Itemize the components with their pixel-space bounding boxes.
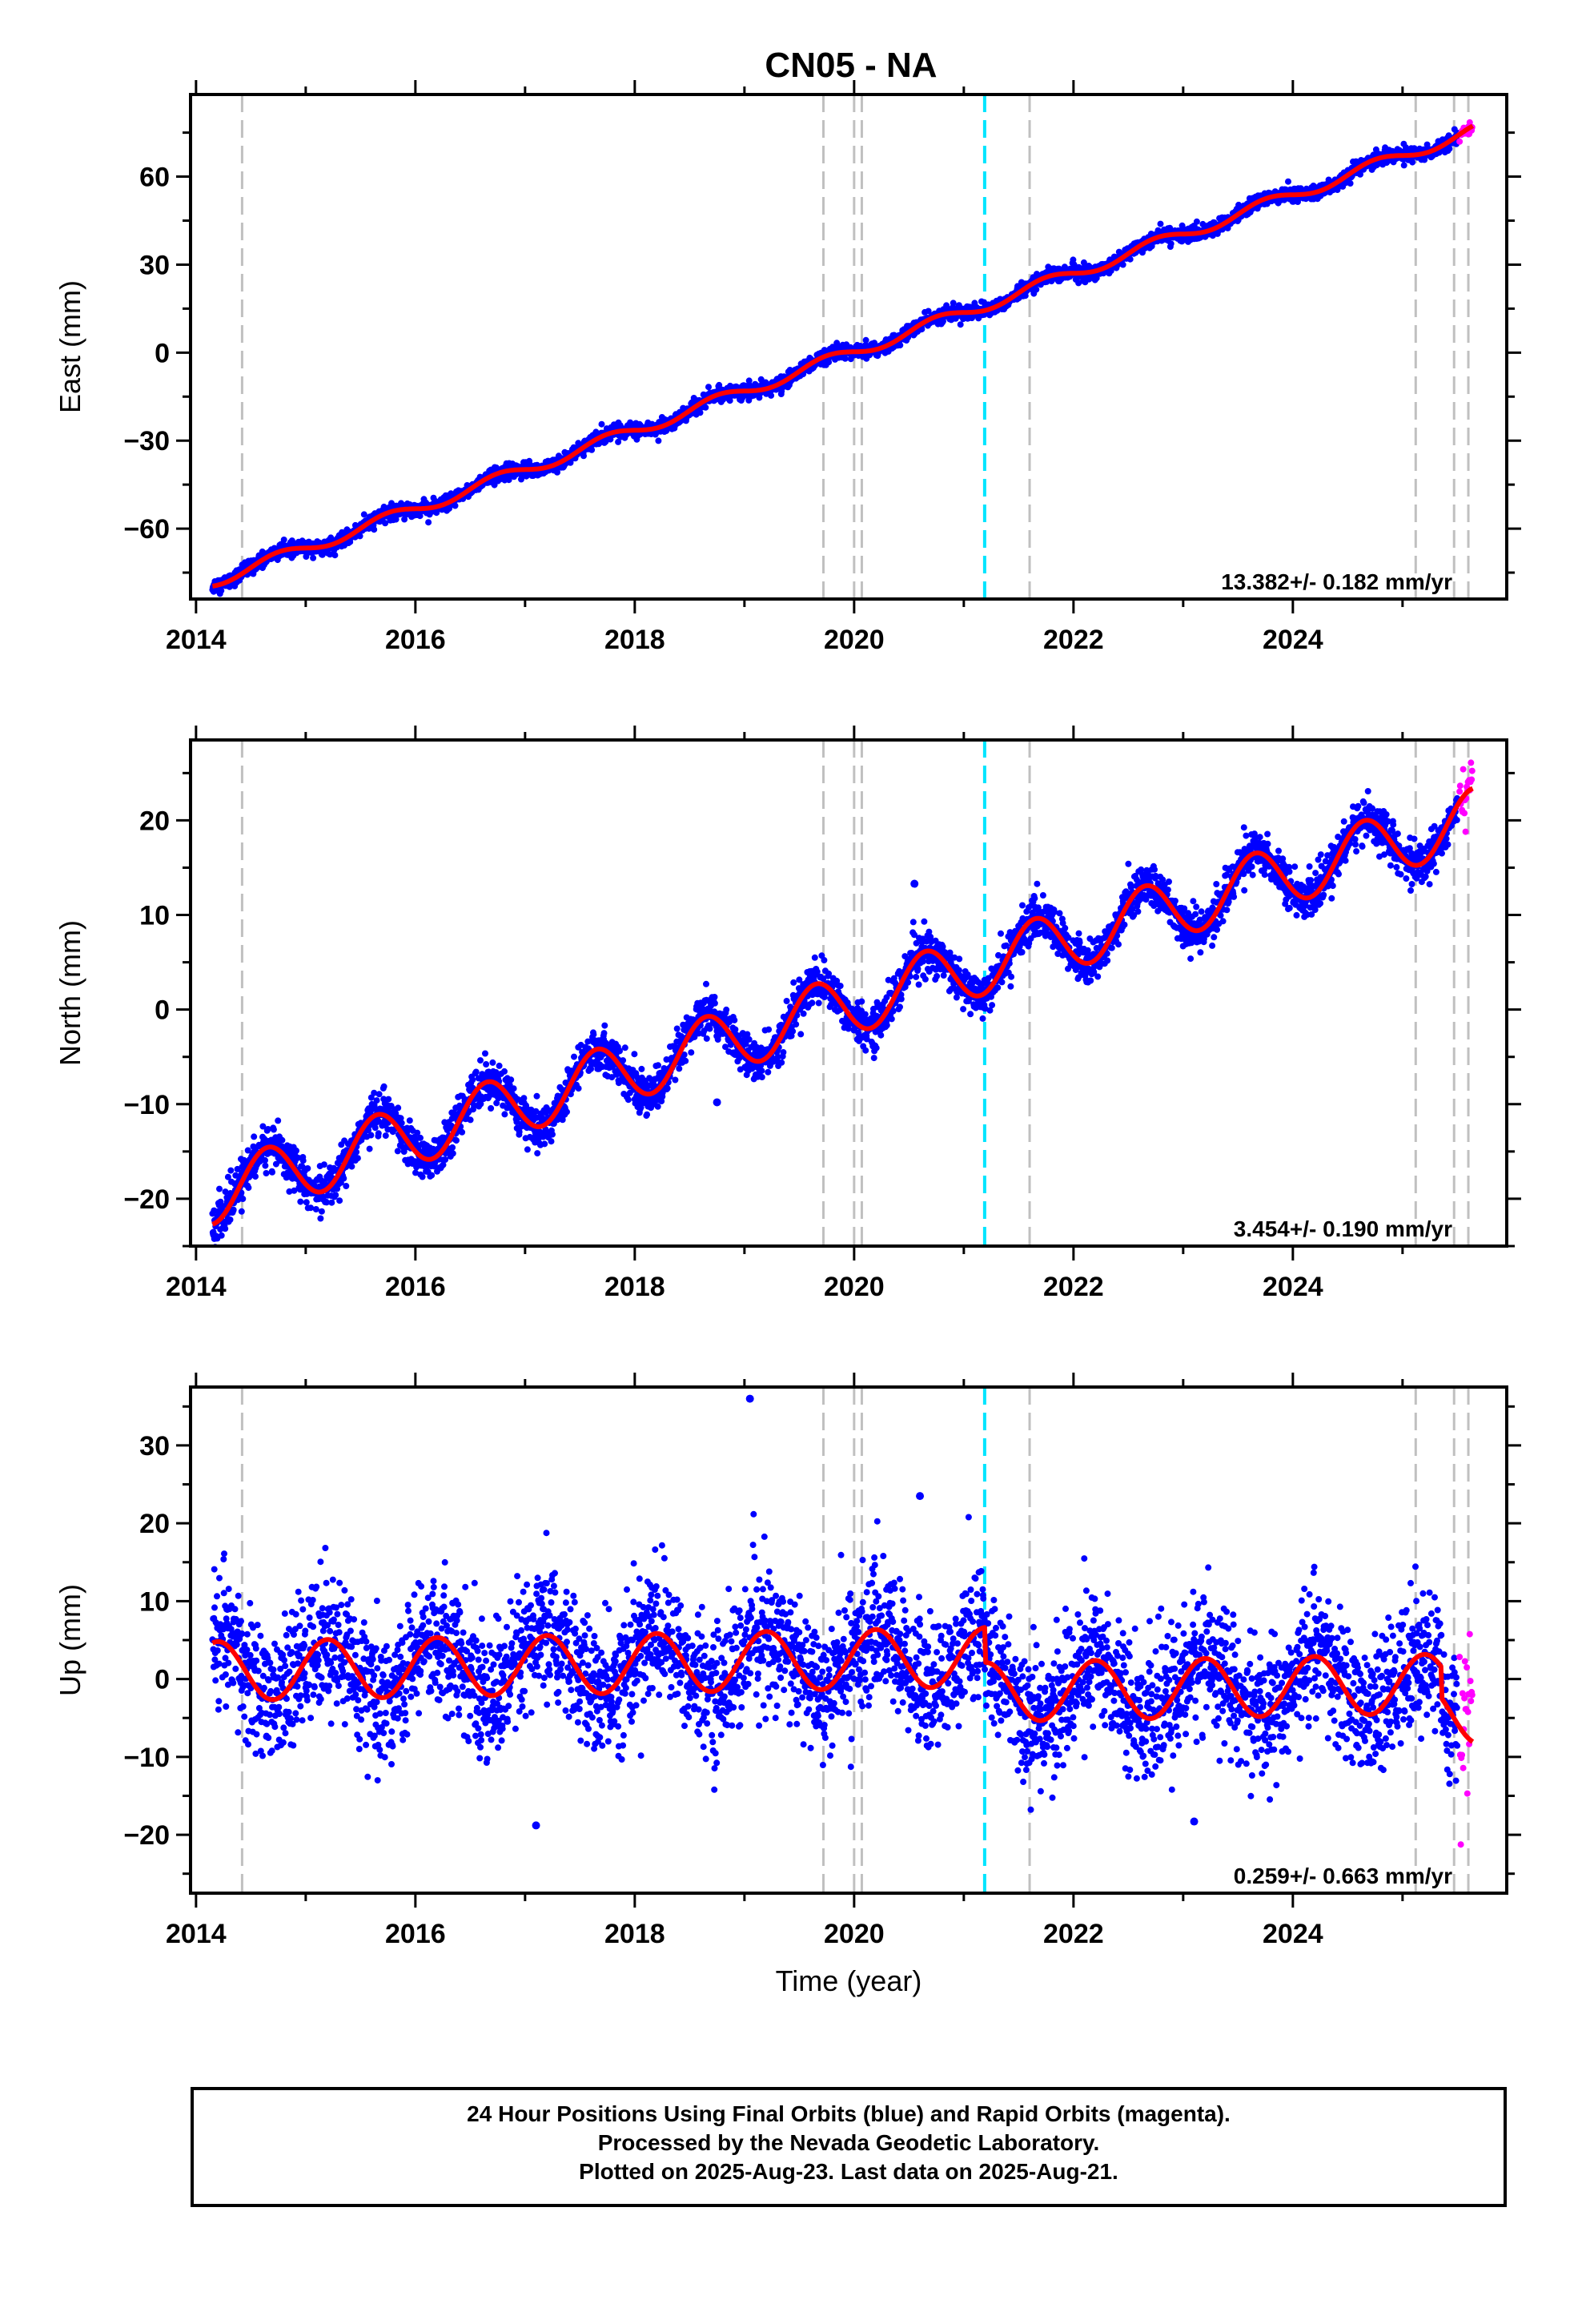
- caption-line-2: Processed by the Nevada Geodetic Laborat…: [597, 2130, 1100, 2155]
- caption-box: 24 Hour Positions Using Final Orbits (bl…: [191, 2087, 1507, 2207]
- y-tick-label: −20: [123, 1820, 170, 1851]
- model-fit-line: [211, 123, 1475, 589]
- x-tick-label: 2018: [604, 1919, 665, 1949]
- rate-label-east: 13.382+/- 0.182 mm/yr: [1221, 569, 1452, 594]
- model-fit-line: [211, 1625, 1475, 1744]
- y-tick-label: −10: [123, 1743, 170, 1773]
- x-tick-label: 2024: [1263, 1272, 1323, 1302]
- y-axis-label-north: North (mm): [54, 920, 86, 1066]
- model-fit-line: [211, 786, 1475, 1227]
- caption-line-1: 24 Hour Positions Using Final Orbits (bl…: [467, 2101, 1231, 2126]
- outlier-point: [532, 1821, 540, 1830]
- x-tick-label: 2020: [824, 1272, 885, 1302]
- y-tick-label: 0: [155, 1665, 170, 1695]
- x-tick-label: 2022: [1043, 1272, 1104, 1302]
- x-tick-label: 2022: [1043, 1919, 1104, 1949]
- x-tick-label: 2016: [385, 625, 446, 655]
- x-tick-label: 2014: [166, 625, 227, 655]
- x-tick-label: 2024: [1263, 625, 1323, 655]
- x-tick-label: 2020: [824, 625, 885, 655]
- y-tick-label: −30: [123, 426, 170, 456]
- y-tick-label: 30: [139, 1431, 170, 1462]
- y-tick-label: 10: [139, 901, 170, 931]
- panel-frame: [189, 738, 1508, 1248]
- x-tick-label: 2018: [604, 625, 665, 655]
- y-axis-label-east: East (mm): [54, 280, 86, 413]
- x-tick-label: 2014: [166, 1919, 227, 1949]
- x-axis-label: Time (year): [776, 1964, 922, 1997]
- caption-line-3: Plotted on 2025-Aug-23. Last data on 202…: [579, 2159, 1118, 2184]
- x-tick-label: 2014: [166, 1272, 227, 1302]
- x-tick-label: 2020: [824, 1919, 885, 1949]
- x-tick-label: 2018: [604, 1272, 665, 1302]
- y-tick-label: 60: [139, 163, 170, 193]
- x-tick-label: 2024: [1263, 1919, 1323, 1949]
- panel-east: 2014 2016 2018 2020 2022 2024 −60 −30 0 30 60 East …: [54, 80, 1521, 655]
- panel-frame: [189, 93, 1508, 601]
- plot-area: [209, 740, 1476, 1246]
- y-tick-label: 0: [155, 338, 170, 368]
- plot-area: [209, 1387, 1476, 1893]
- x-tick-label: 2016: [385, 1919, 446, 1949]
- y-tick-label: 0: [155, 995, 170, 1026]
- y-axis-label-up: Up (mm): [54, 1584, 86, 1696]
- y-tick-label: 30: [139, 250, 170, 280]
- final-orbit-points: [209, 788, 1461, 1246]
- y-tick-label: 20: [139, 1509, 170, 1539]
- rapid-orbit-points: [1456, 759, 1476, 835]
- panel-up: 2014 2016 2018 2020 2022 2024 −20 −10 0 10 20 30 Up …: [54, 1373, 1521, 1949]
- rate-label-up: 0.259+/- 0.663 mm/yr: [1234, 1864, 1452, 1888]
- final-orbit-points: [209, 1510, 1461, 1813]
- outlier-point: [745, 1394, 754, 1403]
- rate-label-north: 3.454+/- 0.190 mm/yr: [1234, 1216, 1452, 1241]
- outlier-point: [916, 1492, 925, 1501]
- y-tick-label: −20: [123, 1184, 170, 1215]
- panels: 2014 2016 2018 2020 2022 2024−60−3003060East …: [54, 80, 1521, 1949]
- y-tick-label: −10: [123, 1090, 170, 1120]
- x-tick-label: 2016: [385, 1272, 446, 1302]
- plot-area: [209, 94, 1476, 599]
- outlier-point: [1190, 1817, 1199, 1826]
- y-tick-label: −60: [123, 514, 170, 545]
- x-tick-label: 2022: [1043, 625, 1104, 655]
- y-tick-label: 20: [139, 806, 170, 836]
- outlier-point: [910, 879, 919, 888]
- outlier-point: [713, 1098, 721, 1107]
- y-tick-label: 10: [139, 1586, 170, 1617]
- chart-title: CN05 - NA: [765, 46, 937, 85]
- panel-north: 2014 2016 2018 2020 2022 2024 −20 −10 0 10 20 North…: [54, 726, 1521, 1302]
